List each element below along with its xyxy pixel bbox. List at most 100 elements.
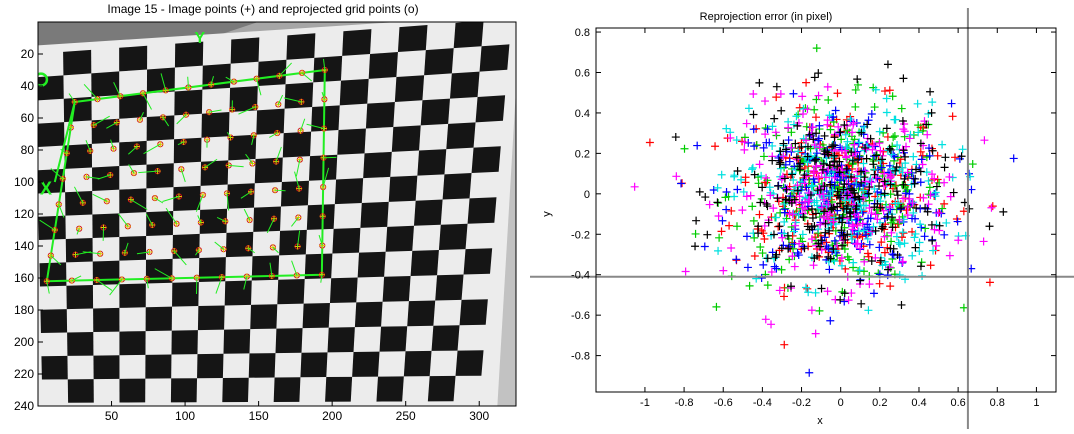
checker-square [366, 102, 395, 129]
y-tick-label: -0.6 [571, 310, 590, 322]
checker-square [369, 52, 398, 79]
y-tick-label: 120 [14, 207, 34, 221]
checker-square [225, 281, 252, 306]
checker-square [355, 302, 383, 327]
x-tick-label: -0.8 [675, 397, 694, 409]
x-tick-label: 300 [469, 409, 489, 423]
y-tick-label: 0.8 [575, 27, 590, 39]
x-axis-overlay-label: X [40, 178, 52, 198]
x-tick-label: 150 [249, 409, 269, 423]
y-tick-label: 0.4 [575, 108, 590, 120]
checker-square [198, 305, 225, 330]
checker-square [460, 299, 488, 325]
checker-square [172, 282, 199, 307]
checker-square [395, 75, 424, 102]
reprojection-error-panel: Reprojection error (in pixel) x y -1-0.8… [530, 0, 1074, 429]
y-tick-label: 180 [14, 303, 34, 317]
checker-square [249, 353, 276, 378]
checker-square [428, 376, 456, 401]
x-tick-label: 0.4 [911, 397, 926, 409]
checker-square [392, 125, 421, 152]
checker-square [174, 138, 202, 163]
checker-square [464, 248, 493, 274]
y-tick-label: 240 [14, 399, 34, 413]
checker-square [340, 79, 369, 106]
checker-square [303, 303, 330, 328]
checker-square [380, 326, 408, 351]
checker-square [454, 21, 484, 48]
checker-square [325, 377, 352, 402]
checker-square [119, 236, 146, 261]
checker-square [424, 48, 454, 75]
x-tick-label: 200 [322, 409, 342, 423]
checker-square [231, 37, 260, 63]
calibration-image-panel: Image 15 - Image points (+) and reprojec… [0, 0, 530, 429]
checker-square [468, 197, 497, 224]
checker-square [201, 160, 229, 185]
y-tick-label: -0.2 [571, 229, 590, 241]
y-tick-label: 220 [14, 367, 34, 381]
checker-square [332, 228, 360, 254]
checker-square [250, 304, 277, 329]
x-tick-label: -0.6 [714, 397, 733, 409]
x-axis-label: x [817, 415, 823, 427]
checker-square [386, 226, 414, 252]
checker-square [443, 173, 472, 200]
checker-square [201, 112, 229, 138]
checker-square [68, 379, 94, 403]
calibration-image-figure: Image 15 - Image points (+) and reprojec… [0, 0, 530, 429]
checker-square [383, 276, 411, 302]
checker-square [307, 204, 335, 230]
checker-square [37, 122, 65, 147]
checker-square [174, 90, 202, 116]
checker-square [279, 230, 307, 255]
y-tick-label: 200 [14, 335, 34, 349]
checker-square [439, 224, 468, 250]
checker-square [352, 352, 379, 377]
checker-square [342, 29, 371, 56]
y-tick-label: 20 [21, 47, 35, 61]
error-arrow [275, 190, 285, 191]
checker-square [119, 379, 145, 403]
checker-square [328, 327, 355, 352]
checker-square [411, 250, 439, 276]
checker-square [36, 75, 64, 100]
chart-title: Reprojection error (in pixel) [700, 11, 833, 23]
checker-square [119, 46, 147, 72]
checker-square [363, 152, 392, 178]
checker-square [119, 141, 146, 166]
checker-square [66, 238, 93, 262]
checker-square [446, 122, 475, 149]
checker-square [171, 378, 197, 402]
checker-square [227, 183, 255, 208]
checker-square [41, 356, 67, 380]
y-tick-label: 0.6 [575, 67, 590, 79]
checker-square [398, 25, 428, 52]
checker-square [223, 329, 250, 354]
checker-square [67, 332, 93, 356]
checker-square [66, 285, 93, 309]
checker-square [480, 44, 510, 71]
checker-square [476, 95, 506, 122]
checker-square [360, 202, 388, 228]
x-tick-label: -0.2 [792, 397, 811, 409]
y-tick-label: 140 [14, 239, 34, 253]
x-tick-label: 0 [838, 397, 844, 409]
error-arrow [188, 77, 189, 88]
checker-square [93, 308, 119, 332]
checker-square [197, 354, 223, 378]
checker-square [456, 350, 484, 376]
y-tick-label: 80 [21, 143, 35, 157]
checker-square [281, 181, 309, 207]
image-content [29, 14, 520, 419]
checker-square [256, 109, 284, 135]
y-tick-label: 0.2 [575, 148, 590, 160]
checker-square [119, 284, 145, 308]
y-tick-label: 0 [584, 189, 590, 201]
y-axis-label: y [541, 211, 553, 217]
x-tick-label: 250 [396, 409, 416, 423]
y-tick-label: -0.4 [571, 270, 590, 282]
checker-square [171, 330, 197, 354]
